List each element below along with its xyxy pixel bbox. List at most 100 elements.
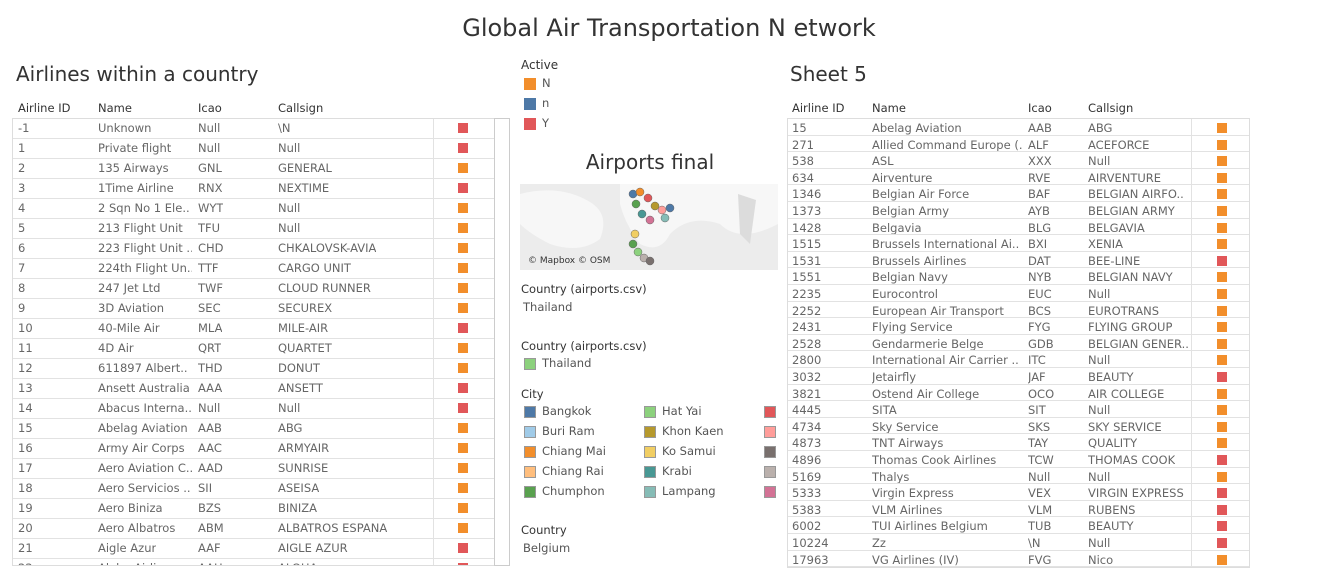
active-mark[interactable] [458,223,468,233]
active-mark[interactable] [1217,255,1227,266]
active-mark[interactable] [1217,538,1227,548]
active-mark[interactable] [1217,172,1227,183]
active-mark[interactable] [458,423,468,433]
active-mark[interactable] [458,203,468,213]
active-mark[interactable] [1217,521,1227,532]
table-cell: FLYING GROUP [1088,320,1173,335]
active-mark[interactable] [1217,455,1227,465]
legend-swatch[interactable] [524,98,536,110]
active-mark[interactable] [458,243,468,253]
active-mark[interactable] [458,363,468,373]
table-cell: 9 [18,301,26,315]
active-mark[interactable] [1217,338,1227,349]
active-mark[interactable] [458,383,468,393]
table-cell: 1551 [792,270,822,285]
active-mark[interactable] [458,323,468,333]
active-mark[interactable] [1217,156,1227,167]
row-divider [13,418,509,419]
active-mark[interactable] [1217,305,1227,316]
active-mark[interactable] [1217,239,1227,250]
active-mark[interactable] [1217,372,1227,382]
table-cell: Belgian Air Force [872,187,970,202]
map[interactable]: © Mapbox © OSM [520,184,778,270]
legend-swatch[interactable] [644,446,656,458]
active-mark[interactable] [458,263,468,273]
active-mark[interactable] [1217,471,1227,482]
legend-swatch[interactable] [644,466,656,478]
legend-swatch[interactable] [524,406,536,418]
legend-swatch[interactable] [524,358,536,370]
row-divider [13,298,509,299]
active-mark[interactable] [1217,272,1227,283]
active-mark[interactable] [458,483,468,493]
scrollbar[interactable] [494,118,510,566]
active-mark[interactable] [458,403,468,413]
active-mark[interactable] [458,463,468,473]
legend-label: Lampang [662,484,716,498]
filter-value[interactable]: Belgium [523,541,571,555]
table-cell: GNL [198,161,222,175]
table-cell: 2235 [792,287,822,301]
table-cell: SUNRISE [278,461,329,475]
active-mark[interactable] [1217,189,1227,200]
legend-swatch[interactable] [764,406,776,418]
filter-value[interactable]: Thailand [523,300,573,314]
active-mark[interactable] [458,303,468,313]
active-mark[interactable] [458,163,468,173]
active-mark[interactable] [1217,355,1227,366]
legend-swatch[interactable] [764,446,776,458]
active-mark[interactable] [458,143,468,153]
legend-swatch[interactable] [764,466,776,478]
active-mark[interactable] [458,123,468,133]
table-cell: 634 [792,170,814,185]
active-mark[interactable] [458,283,468,293]
table-cell: 2252 [792,303,822,318]
active-mark[interactable] [1217,504,1227,515]
legend-swatch[interactable] [524,486,536,498]
active-mark[interactable] [1217,488,1227,499]
active-mark[interactable] [1217,289,1227,299]
legend-swatch[interactable] [764,486,776,498]
table-cell: 1515 [792,237,822,252]
active-mark[interactable] [458,443,468,453]
legend-swatch[interactable] [524,446,536,458]
active-mark[interactable] [1217,405,1227,416]
active-mark[interactable] [1217,421,1227,432]
active-mark[interactable] [1217,206,1227,216]
table-cell: VLM [1028,502,1053,517]
active-mark[interactable] [1217,123,1227,133]
legend-swatch[interactable] [644,426,656,438]
active-mark[interactable] [458,543,468,553]
table-cell: AAD [198,461,223,475]
table-body[interactable]: 15 Abelag Aviation AAB ABG 271 Allied Command… [787,118,1250,568]
table-cell: GENERAL [278,161,332,175]
active-mark[interactable] [458,343,468,353]
table-cell: 2800 [792,353,822,368]
table-cell: TWF [198,281,224,295]
legend-swatch[interactable] [764,426,776,438]
active-mark[interactable] [1217,554,1227,565]
active-mark[interactable] [1217,222,1227,233]
active-mark[interactable] [458,523,468,533]
table-body[interactable]: -1 Unknown Null \N 1 Private flight Null Null 2 1… [12,118,510,566]
active-mark[interactable] [458,563,468,565]
legend-swatch[interactable] [524,426,536,438]
active-mark[interactable] [1217,438,1227,449]
table-cell: BELGIAN ARMY [1088,204,1175,218]
legend-swatch[interactable] [644,486,656,498]
row-divider [788,466,1249,468]
table-cell: 4 [18,201,26,215]
table-cell: Null [278,401,301,415]
active-mark[interactable] [458,183,468,193]
legend-swatch[interactable] [524,118,536,130]
active-mark[interactable] [1217,388,1227,399]
table-cell: Null [1088,353,1111,368]
table-cell: Nico [1088,552,1114,567]
active-mark[interactable] [1217,322,1227,333]
active-mark[interactable] [458,503,468,513]
table-cell: 4896 [792,453,822,467]
legend-swatch[interactable] [524,78,536,90]
active-mark[interactable] [1217,139,1227,150]
legend-swatch[interactable] [644,406,656,418]
legend-swatch[interactable] [524,466,536,478]
